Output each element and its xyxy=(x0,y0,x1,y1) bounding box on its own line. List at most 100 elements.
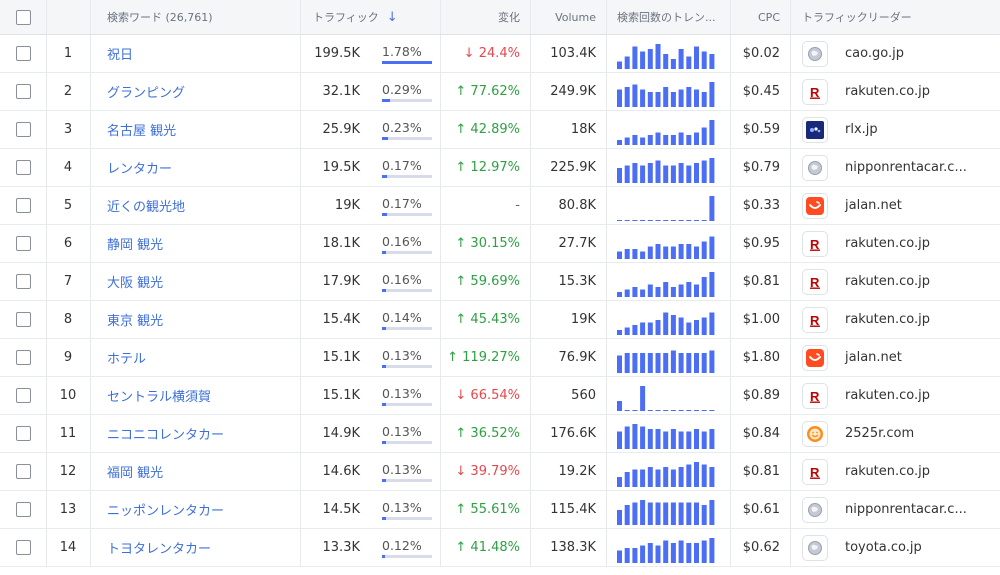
change-value: ↑ 30.15% xyxy=(455,236,520,251)
trend-bar xyxy=(694,246,699,259)
keyword-link[interactable]: レンタカー xyxy=(107,162,173,177)
trend-bar xyxy=(655,319,661,335)
select-all-checkbox[interactable] xyxy=(15,9,31,25)
trend-bar xyxy=(670,502,676,525)
keyword-link[interactable]: 名古屋 観光 xyxy=(107,124,177,139)
table-row[interactable]: 6 静岡 観光 18.1K 0.16% ↑ 30.15% 27.7K $0.95… xyxy=(0,225,1000,263)
keyword-link[interactable]: 祝日 xyxy=(107,48,134,63)
trend-cell xyxy=(606,377,730,414)
leader-domain[interactable]: nipponrentacar.c... xyxy=(845,160,967,175)
leader-domain[interactable]: 2525r.com xyxy=(845,426,915,441)
arrow-down-icon: ↓ xyxy=(463,46,479,61)
header-traffic[interactable]: トラフィック ↓ xyxy=(300,0,440,34)
trend-bar xyxy=(640,289,646,297)
leader-domain[interactable]: rakuten.co.jp xyxy=(845,236,931,251)
trend-bar xyxy=(617,139,622,145)
keyword-link[interactable]: セントラル横須賀 xyxy=(107,390,212,405)
cpc-value: $0.02 xyxy=(742,46,780,61)
header-trend[interactable]: 検索回数のトレン... xyxy=(606,0,730,34)
leader-domain[interactable]: rlx.jp xyxy=(845,122,878,137)
row-checkbox[interactable] xyxy=(15,122,31,137)
header-keyword[interactable]: 検索ワード (26,761) xyxy=(90,0,300,34)
trend-bar xyxy=(632,423,638,449)
trend-bar xyxy=(632,286,638,297)
table-row[interactable]: 14 トヨタレンタカー 13.3K 0.12% ↑ 41.48% 138.3K … xyxy=(0,529,1000,567)
table-row[interactable]: 11 ニコニコレンタカー 14.9K 0.13% ↑ 36.52% 176.6K… xyxy=(0,415,1000,453)
header-change[interactable]: 変化 xyxy=(440,0,530,34)
row-checkbox[interactable] xyxy=(15,236,31,251)
leader-domain[interactable]: rakuten.co.jp xyxy=(845,388,931,403)
keyword-link[interactable]: グランピング xyxy=(107,86,186,101)
row-checkbox[interactable] xyxy=(15,388,31,403)
trend-bar xyxy=(647,284,653,297)
row-checkbox[interactable] xyxy=(15,160,31,175)
traffic-share: 0.13% xyxy=(382,424,422,439)
trend-bar xyxy=(678,540,684,563)
row-checkbox[interactable] xyxy=(15,198,31,213)
leader-domain[interactable]: jalan.net xyxy=(845,350,902,365)
table-row[interactable]: 4 レンタカー 19.5K 0.17% ↑ 12.97% 225.9K $0.7… xyxy=(0,149,1000,187)
change-cell: ↑ 41.48% xyxy=(440,529,530,566)
keyword-link[interactable]: ホテル xyxy=(107,352,147,367)
trend-bar xyxy=(670,134,676,145)
trend-bar xyxy=(624,165,630,183)
row-checkbox[interactable] xyxy=(15,502,31,517)
table-row[interactable]: 2 グランピング 32.1K 0.29% ↑ 77.62% 249.9K $0.… xyxy=(0,73,1000,111)
keyword-link[interactable]: 東京 観光 xyxy=(107,314,164,329)
keyword-link[interactable]: 福岡 観光 xyxy=(107,466,164,481)
row-checkbox[interactable] xyxy=(15,464,31,479)
table-row[interactable]: 10 セントラル横須賀 15.1K 0.13% ↓ 66.54% 560 $0.… xyxy=(0,377,1000,415)
change-cell: ↑ 45.43% xyxy=(440,301,530,338)
keyword-link[interactable]: トヨタレンタカー xyxy=(107,542,212,557)
table-row[interactable]: 1 祝日 199.5K 1.78% ↓ 24.4% 103.4K $0.02 c… xyxy=(0,35,1000,73)
header-volume[interactable]: Volume xyxy=(530,0,606,34)
keyword-link[interactable]: ニコニコレンタカー xyxy=(107,428,225,443)
leader-domain[interactable]: rakuten.co.jp xyxy=(845,274,931,289)
table-row[interactable]: 9 ホテル 15.1K 0.13% ↑ 119.27% 76.9K $1.80 … xyxy=(0,339,1000,377)
leader-domain[interactable]: rakuten.co.jp xyxy=(845,84,931,99)
trend-sparkline xyxy=(617,236,715,259)
leader-cell: rlx.jp xyxy=(790,111,1000,148)
leader-domain[interactable]: rakuten.co.jp xyxy=(845,464,931,479)
trend-bar xyxy=(655,352,661,373)
keyword-link[interactable]: 静岡 観光 xyxy=(107,238,164,253)
traffic-cell: 199.5K 1.78% xyxy=(300,35,440,72)
keyword-link[interactable]: 近くの観光地 xyxy=(107,200,186,215)
leader-domain[interactable]: nipponrentacar.c... xyxy=(845,502,967,517)
table-row[interactable]: 13 ニッポンレンタカー 14.5K 0.13% ↑ 55.61% 115.4K… xyxy=(0,491,1000,529)
table-row[interactable]: 12 福岡 観光 14.6K 0.13% ↓ 39.79% 19.2K $0.8… xyxy=(0,453,1000,491)
row-checkbox[interactable] xyxy=(15,350,31,365)
trend-bar xyxy=(663,86,669,107)
leader-domain[interactable]: jalan.net xyxy=(845,198,902,213)
trend-cell xyxy=(606,263,730,300)
sort-down-icon[interactable]: ↓ xyxy=(386,9,398,25)
trend-bar xyxy=(709,119,715,145)
traffic-cell: 15.1K 0.13% xyxy=(300,339,440,376)
header-cpc[interactable]: CPC xyxy=(730,0,790,34)
row-checkbox[interactable] xyxy=(15,540,31,555)
change-value: ↑ 45.43% xyxy=(455,312,520,327)
jalan-icon xyxy=(802,192,828,219)
table-row[interactable]: 5 近くの観光地 19K 0.17% - 80.8K $0.33 jalan.n… xyxy=(0,187,1000,225)
traffic-share-bar xyxy=(382,327,432,330)
leader-domain[interactable]: cao.go.jp xyxy=(845,46,904,61)
trend-bar xyxy=(678,284,684,297)
keyword-link[interactable]: 大阪 観光 xyxy=(107,276,164,291)
row-check-cell xyxy=(0,415,46,452)
row-checkbox[interactable] xyxy=(15,274,31,289)
table-row[interactable]: 3 名古屋 観光 25.9K 0.23% ↑ 42.89% 18K $0.59 … xyxy=(0,111,1000,149)
traffic-share-fill xyxy=(382,175,387,178)
trend-bar xyxy=(709,499,715,525)
leader-domain[interactable]: rakuten.co.jp xyxy=(845,312,931,327)
table-row[interactable]: 8 東京 観光 15.4K 0.14% ↑ 45.43% 19K $1.00 R… xyxy=(0,301,1000,339)
table-row[interactable]: 7 大阪 観光 17.9K 0.16% ↑ 59.69% 15.3K $0.81… xyxy=(0,263,1000,301)
row-check-cell xyxy=(0,35,46,72)
row-checkbox[interactable] xyxy=(15,312,31,327)
keyword-link[interactable]: ニッポンレンタカー xyxy=(107,504,225,519)
row-checkbox[interactable] xyxy=(15,84,31,99)
trend-bar xyxy=(632,134,638,145)
header-leader[interactable]: トラフィックリーダー xyxy=(790,0,1000,34)
row-checkbox[interactable] xyxy=(15,46,31,61)
leader-domain[interactable]: toyota.co.jp xyxy=(845,540,922,555)
row-checkbox[interactable] xyxy=(15,426,31,441)
